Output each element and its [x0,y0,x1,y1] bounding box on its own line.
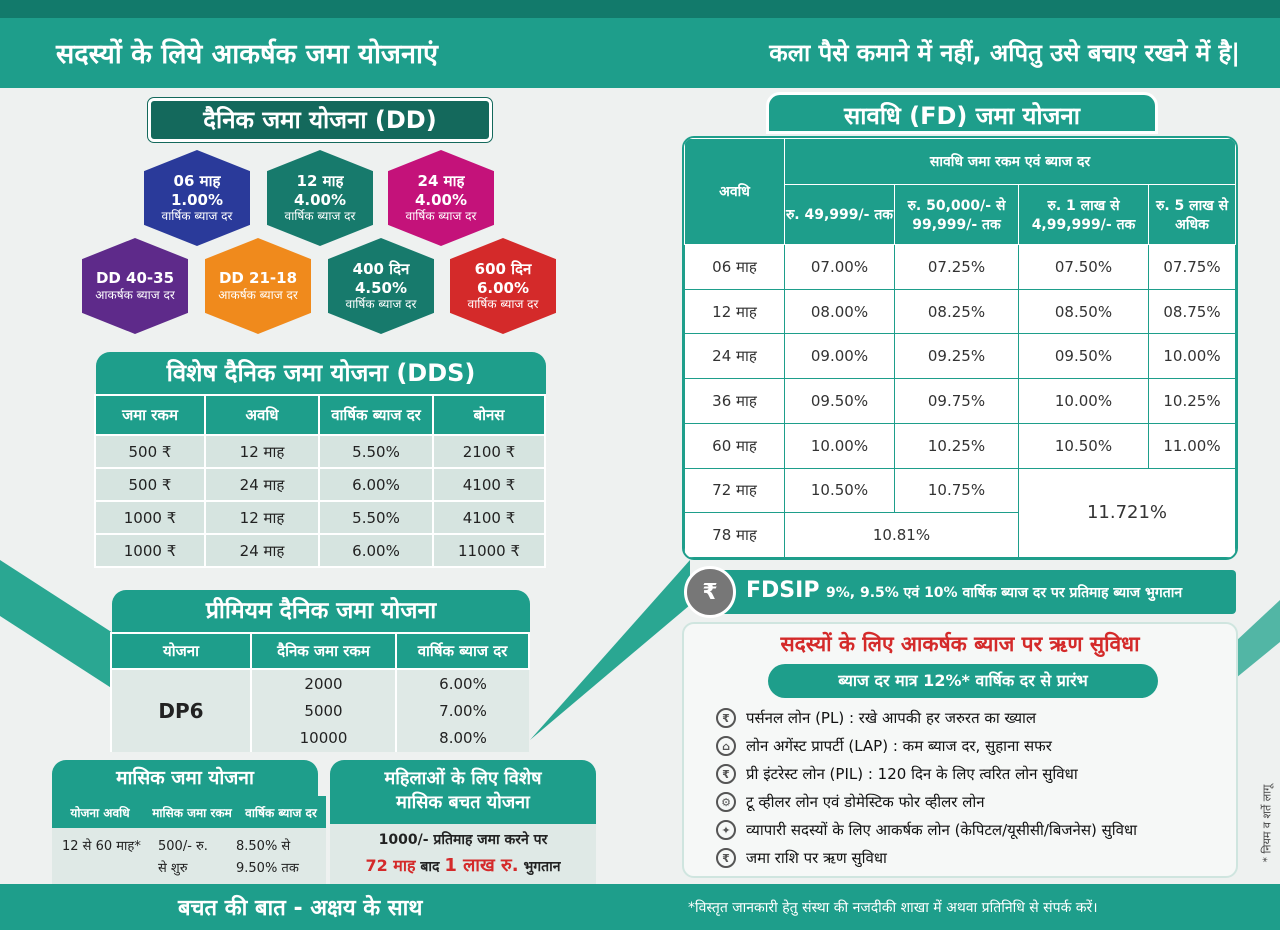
dds-header-period: अवधि [204,394,320,436]
premium-rate: 8.00% [439,728,487,747]
table-row: 60 माह 10.00% 10.25% 10.50% 11.00% [684,422,1236,469]
fd-header-col1: रु. 49,999/- तक [784,184,895,245]
monthly-amount-2: से शुरु [158,861,188,876]
fd-header-group: सावधि जमा रकम एवं ब्याज दर [784,138,1236,185]
dds-header-amount: जमा रकम [94,394,206,436]
premium-title: प्रीमियम दैनिक जमा योजना [112,590,530,632]
table-row: 78 माह 10.81% [684,512,1236,558]
monthly-rate-2: 9.50% तक [236,861,299,876]
premium-plan: DP6 [110,669,251,752]
hex-dd-40-35: DD 40-35 आकर्षक ब्याज दर [82,238,188,334]
header-right-title: कला पैसे कमाने में नहीं, अपितु उसे बचाए … [769,39,1240,67]
premium-amount: 5000 [304,701,343,720]
monthly-header-rate: वार्षिक ब्याज दर [245,805,317,820]
table-row: 24 माह 09.00% 09.25% 09.50% 10.00% [684,333,1236,380]
list-item: ⌂ लोन अगेंस्ट प्रापर्टी (LAP) : कम ब्याज … [716,732,1226,760]
list-item: ₹ पर्सनल लोन (PL) : रखे आपकी हर जरुरत का … [716,704,1226,732]
loan-title: सदस्यों के लिए आकर्षक ब्याज पर ऋण सुविधा [780,632,1140,656]
dds-table: जमा रकम अवधि वार्षिक ब्याज दर बोनस 500 ₹… [94,394,546,568]
list-item: ✦ व्यापारी सदस्यों के लिए आकर्षक लोन (केप… [716,816,1226,844]
monthly-amount-1: 500/- रु. [158,839,208,854]
list-item: ₹ जमा राशि पर ऋण सुविधा [716,844,1226,872]
fd-merged-rate: 11.721% [1018,467,1236,558]
table-row: 12 माह 08.00% 08.25% 08.50% 08.75% [684,288,1236,335]
fd-table: अवधि सावधि जमा रकम एवं ब्याज दर रु. 49,9… [682,136,1238,560]
hex-06-month: 06 माह 1.00% वार्षिक ब्याज दर [144,150,250,246]
pre-interest-loan-icon: ₹ [716,764,736,784]
footer-bar: बचत की बात - अक्षय के साथ *विस्तृत जानका… [0,884,1280,930]
footer-left: बचत की बात - अक्षय के साथ [178,896,423,921]
dd-title: दैनिक जमा योजना (DD) [148,98,492,142]
fdsip-label: FDSIP [746,578,820,603]
premium-rate: 6.00% [439,674,487,693]
personal-loan-icon: ₹ [716,708,736,728]
loan-list: ₹ पर्सनल लोन (PL) : रखे आपकी हर जरुरत का … [716,704,1226,872]
fd-title: सावधि (FD) जमा योजना [766,92,1158,134]
monthly-header-period: योजना अवधि [70,805,130,820]
fdsip-icon: ₹ [684,566,736,618]
table-row: 1000 ₹12 माह 5.50% 4100 ₹ [94,500,546,535]
loan-subtitle: ब्याज दर मात्र 12%* वार्षिक दर से प्रारं… [768,664,1158,698]
hex-400-days: 400 दिन 4.50% वार्षिक ब्याज दर [328,238,434,334]
vehicle-loan-icon: ⚙ [716,792,736,812]
table-row: 500 ₹24 माह 6.00% 4100 ₹ [94,467,546,502]
footer-right: *विस्तृत जानकारी हेतु संस्था की नजदीकी श… [688,900,1098,916]
hex-12-month: 12 माह 4.00% वार्षिक ब्याज दर [267,150,373,246]
header-left-title: सदस्यों के लिये आकर्षक जमा योजनाएं [56,39,438,70]
side-note: * नियम व शर्ते लागू [1260,784,1274,863]
premium-header-amount: दैनिक जमा रकम [250,632,397,670]
premium-header-plan: योजना [110,632,252,670]
table-row: 36 माह 09.50% 09.75% 10.00% 10.25% [684,378,1236,424]
bg-ribbon-mid [530,560,690,740]
women-72-month: 72 माह [365,856,416,875]
table-row: 1000 ₹24 माह 6.00% 11000 ₹ [94,533,546,568]
premium-amount: 10000 [299,728,348,747]
premium-amount: 2000 [304,674,343,693]
dds-header-rate: वार्षिक ब्याज दर [318,394,434,436]
women-title-1: महिलाओं के लिए विशेष [384,768,542,789]
premium-header-rate: वार्षिक ब्याज दर [395,632,530,670]
deposit-loan-icon: ₹ [716,848,736,868]
fd-header-period: अवधि [684,138,785,245]
business-loan-icon: ✦ [716,820,736,840]
women-1-lakh: 1 लाख रु. [444,855,519,876]
hex-600-days: 600 दिन 6.00% वार्षिक ब्याज दर [450,238,556,334]
premium-table: योजना दैनिक जमा रकम वार्षिक ब्याज दर DP6… [110,632,530,752]
table-row: 06 माह 07.00% 07.25% 07.50% 07.75% [684,244,1236,290]
monthly-period: 12 से 60 माह* [62,839,141,854]
list-item: ₹ प्री इंटरेस्ट लोन (PIL) : 120 दिन के लि… [716,760,1226,788]
table-row: 500 ₹12 माह 5.50% 2100 ₹ [94,434,546,469]
table-row: 72 माह 10.50% 10.75% 11.721% [684,467,1236,558]
header-bar: सदस्यों के लिये आकर्षक जमा योजनाएं कला प… [0,0,1280,88]
monthly-table: योजना अवधि मासिक जमा रकम वार्षिक ब्याज द… [52,796,326,884]
monthly-header-amount: मासिक जमा रकम [152,805,232,820]
fd-header-col2: रु. 50,000/- से 99,999/- तक [894,184,1019,245]
hex-24-month: 24 माह 4.00% वार्षिक ब्याज दर [388,150,494,246]
premium-rate: 7.00% [439,701,487,720]
women-title-2: मासिक बचत योजना [396,792,530,813]
dds-title: विशेष दैनिक जमा योजना (DDS) [96,352,546,394]
property-loan-icon: ⌂ [716,736,736,756]
fd-header-col3: रु. 1 लाख से 4,99,999/- तक [1018,184,1149,245]
women-scheme-card: महिलाओं के लिए विशेष मासिक बचत योजना 100… [330,760,596,884]
dds-header-bonus: बोनस [432,394,546,436]
fd-header-col4: रु. 5 लाख से अधिक [1148,184,1236,245]
fdsip-text: 9%, 9.5% एवं 10% वार्षिक ब्याज दर पर प्र… [826,585,1183,601]
hex-dd-21-18: DD 21-18 आकर्षक ब्याज दर [205,238,311,334]
monthly-rate-1: 8.50% से [236,839,291,854]
women-line-1: 1000/- प्रतिमाह जमा करने पर [378,832,548,848]
list-item: ⚙ टू व्हीलर लोन एवं डोमेस्टिक फोर व्हीलर … [716,788,1226,816]
monthly-title: मासिक जमा योजना [52,760,318,796]
fdsip-bar [686,570,1236,614]
